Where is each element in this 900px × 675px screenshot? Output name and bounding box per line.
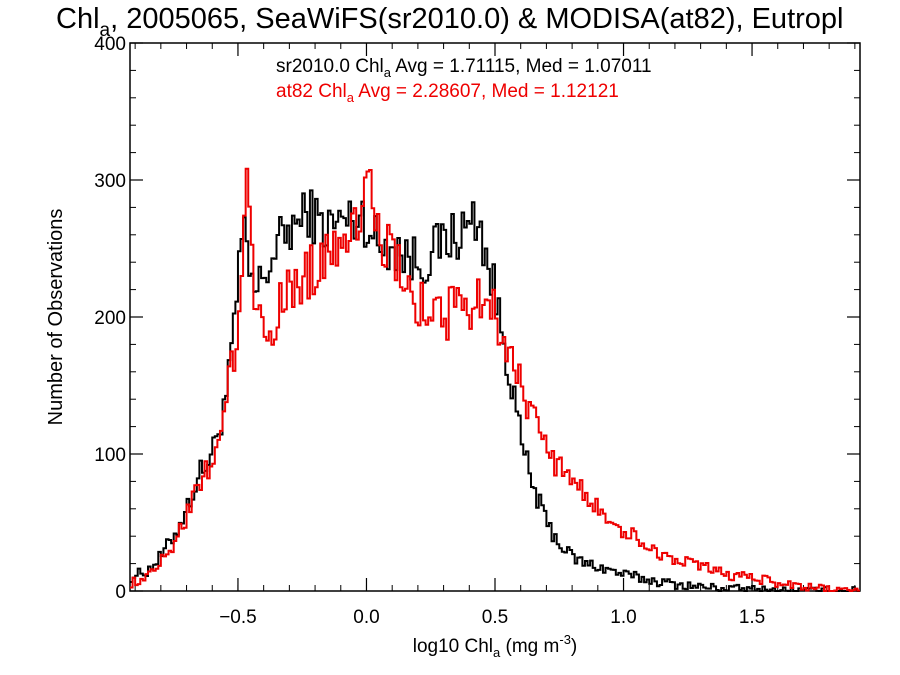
ann1-post: Avg = 1.71115, Med = 1.07011 <box>391 56 652 77</box>
y-tick-label: 400 <box>94 34 126 55</box>
x-tick-label: −0.5 <box>219 607 257 628</box>
x-tick-label: 1.0 <box>610 607 636 628</box>
x-tick-label: 1.5 <box>739 607 765 628</box>
series-sr2010-line <box>130 189 860 592</box>
x-tick-label: 0.5 <box>482 607 508 628</box>
x-tick-labels: −0.5 0.0 0.5 1.0 1.5 <box>219 607 765 628</box>
y-tick-labels: 0 100 200 300 400 <box>94 34 126 603</box>
series-group <box>130 167 860 592</box>
y-axis-label: Number of Observations <box>45 209 67 426</box>
ann2-pre: at82 Chl <box>276 81 347 102</box>
xlabel-sub: a <box>493 645 501 660</box>
title-pre: Chl <box>56 3 100 35</box>
annotation-sr2010: sr2010.0 Chla Avg = 1.71115, Med = 1.070… <box>276 56 652 80</box>
series-at82-line <box>130 167 860 592</box>
chart-title: Chla, 2005065, SeaWiFS(sr2010.0) & MODIS… <box>56 3 843 41</box>
annotation-at82: at82 Chla Avg = 2.28607, Med = 1.12121 <box>276 81 619 105</box>
xlabel-sup: -3 <box>559 632 571 647</box>
ann1-sub: a <box>384 65 392 80</box>
x-tick-label: 0.0 <box>353 607 379 628</box>
ann1-pre: sr2010.0 Chl <box>276 56 384 77</box>
x-axis-label: log10 Chla (mg m-3) <box>413 632 578 660</box>
title-sub: a <box>100 20 111 41</box>
y-tick-label: 200 <box>94 308 126 329</box>
axis-ticks <box>130 42 860 592</box>
xlabel-post: ) <box>571 636 577 657</box>
y-tick-label: 300 <box>94 171 126 192</box>
y-tick-label: 0 <box>115 582 126 603</box>
title-post: , 2005065, SeaWiFS(sr2010.0) & MODISA(at… <box>110 3 843 35</box>
ann2-post: Avg = 2.28607, Med = 1.12121 <box>354 81 619 102</box>
y-tick-label: 100 <box>94 445 126 466</box>
xlabel-mid: (mg m <box>500 636 559 657</box>
xlabel-pre: log10 Chl <box>413 636 493 657</box>
ann2-sub: a <box>347 90 355 105</box>
